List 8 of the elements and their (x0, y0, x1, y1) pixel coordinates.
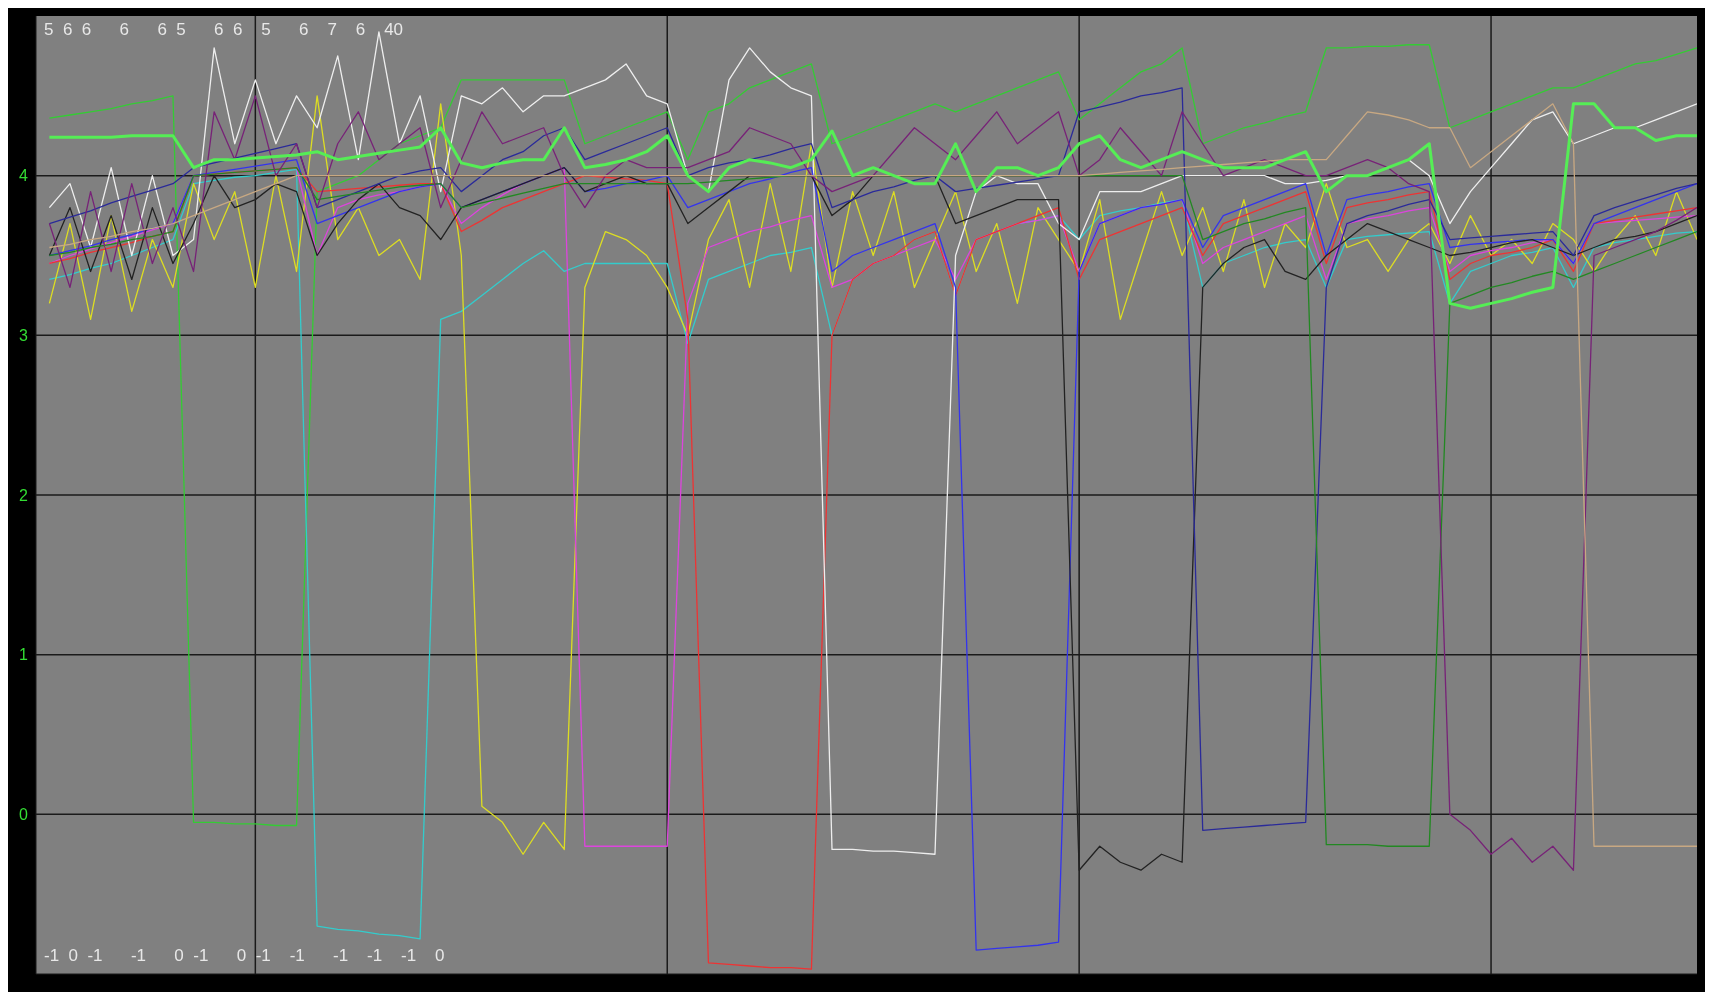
annotation: 5 6 6 6 6 5 6 6 5 6 7 6 40 (43, 20, 405, 40)
y-tick-label: 1 (19, 646, 29, 664)
y-tick-label: 4 (19, 167, 29, 185)
y-tick-label: 3 (19, 327, 29, 345)
y-tick-label: 0 (19, 806, 29, 824)
y-tick-label: 2 (19, 486, 29, 504)
annotation: -1 0 -1 -1 0 -1 0 -1 -1 -1 -1 -1 0 (43, 946, 446, 966)
line-series (47, 102, 1697, 310)
